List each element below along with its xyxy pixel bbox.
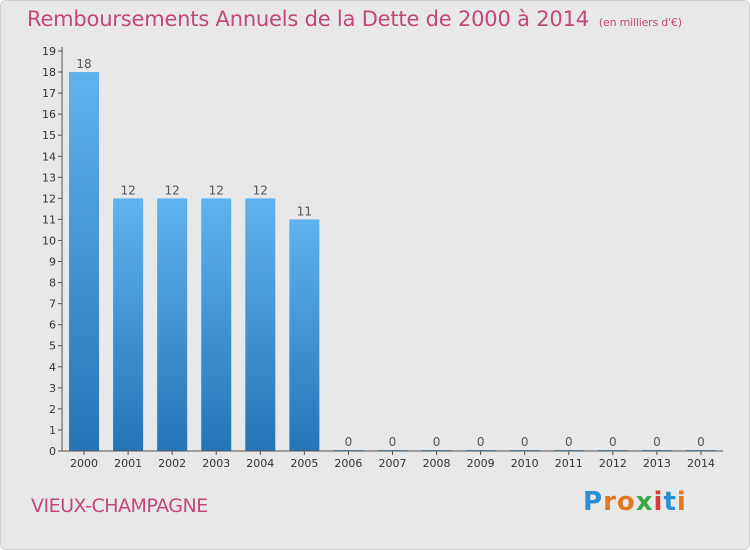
y-tick-label: 10	[42, 234, 56, 247]
y-tick-label: 8	[49, 277, 56, 290]
y-tick-label: 5	[49, 340, 56, 353]
y-tick-label: 11	[42, 213, 56, 226]
x-tick-label: 2011	[555, 457, 583, 470]
x-tick-label: 2003	[202, 457, 230, 470]
x-tick-label: 2009	[467, 457, 495, 470]
bar-value-label: 12	[253, 183, 268, 197]
bar-value-label: 11	[297, 204, 312, 218]
bar-value-label: 0	[609, 435, 617, 449]
bar-value-label: 0	[389, 435, 397, 449]
x-tick-label: 2004	[246, 457, 274, 470]
bars-group: 18 12 12 12 12 11 0 0 0 0 0 0 0 0 0	[69, 57, 716, 451]
y-tick-label: 7	[49, 298, 56, 311]
bar-value-label: 0	[345, 435, 353, 449]
bar-value-label: 0	[477, 435, 485, 449]
y-tick-label: 14	[42, 150, 56, 163]
bar-value-label: 0	[653, 435, 661, 449]
logo-letter: o	[616, 487, 636, 517]
bar	[245, 198, 276, 451]
x-tick-label: 2005	[290, 457, 318, 470]
bar	[289, 219, 320, 451]
x-tick-label: 2010	[511, 457, 539, 470]
y-tick-label: 13	[42, 171, 56, 184]
y-tick-label: 16	[42, 108, 56, 121]
x-tick-label: 2007	[379, 457, 407, 470]
x-tick-label: 2013	[643, 457, 671, 470]
y-tick-label: 6	[49, 319, 56, 332]
bar	[113, 198, 144, 451]
logo-letter: i	[676, 487, 687, 517]
x-tick-label: 2001	[114, 457, 142, 470]
x-axis: 2000 2001 2002 2003 2004 2005 2006 2007 2008 2009…	[62, 450, 723, 470]
bar	[201, 198, 232, 451]
y-tick-label: 4	[49, 361, 56, 374]
logo-letter: r	[603, 487, 617, 517]
bar-value-label: 12	[120, 183, 135, 197]
y-tick-label: 19	[42, 45, 56, 58]
y-tick-label: 3	[49, 382, 56, 395]
bar-value-label: 12	[209, 183, 224, 197]
bar	[69, 72, 100, 451]
logo-letter: i	[653, 487, 664, 517]
x-tick-label: 2012	[599, 457, 627, 470]
logo-letter: x	[635, 487, 654, 517]
y-tick-label: 0	[49, 445, 56, 458]
bar-value-label: 12	[165, 183, 180, 197]
bar-value-label: 0	[697, 435, 705, 449]
chart-unit: (en milliers d'€)	[598, 16, 682, 29]
logo-letter: P	[583, 487, 604, 517]
town-name: VIEUX-CHAMPAGNE	[31, 495, 208, 517]
chart-title: Remboursements Annuels de la Dette de 20…	[27, 7, 682, 31]
chart-title-text: Remboursements Annuels de la Dette de 20…	[27, 7, 589, 31]
y-tick-label: 18	[42, 66, 56, 79]
x-tick-label: 2008	[423, 457, 451, 470]
y-tick-label: 1	[49, 424, 56, 437]
x-tick-label: 2000	[70, 457, 98, 470]
bar-value-label: 0	[433, 435, 441, 449]
y-tick-label: 15	[42, 129, 56, 142]
x-tick-label: 2014	[687, 457, 715, 470]
logo-letter: t	[663, 487, 677, 517]
y-tick-label: 9	[49, 256, 56, 269]
x-tick-label: 2006	[334, 457, 362, 470]
bar-value-label: 0	[521, 435, 529, 449]
y-tick-label: 2	[49, 403, 56, 416]
y-tick-label: 17	[42, 87, 56, 100]
x-tick-label: 2002	[158, 457, 186, 470]
bar-value-label: 18	[76, 57, 91, 71]
y-tick-label: 12	[42, 192, 56, 205]
bar-value-label: 0	[565, 435, 573, 449]
bar	[157, 198, 188, 451]
proxiti-logo: Proxiti	[583, 487, 687, 517]
